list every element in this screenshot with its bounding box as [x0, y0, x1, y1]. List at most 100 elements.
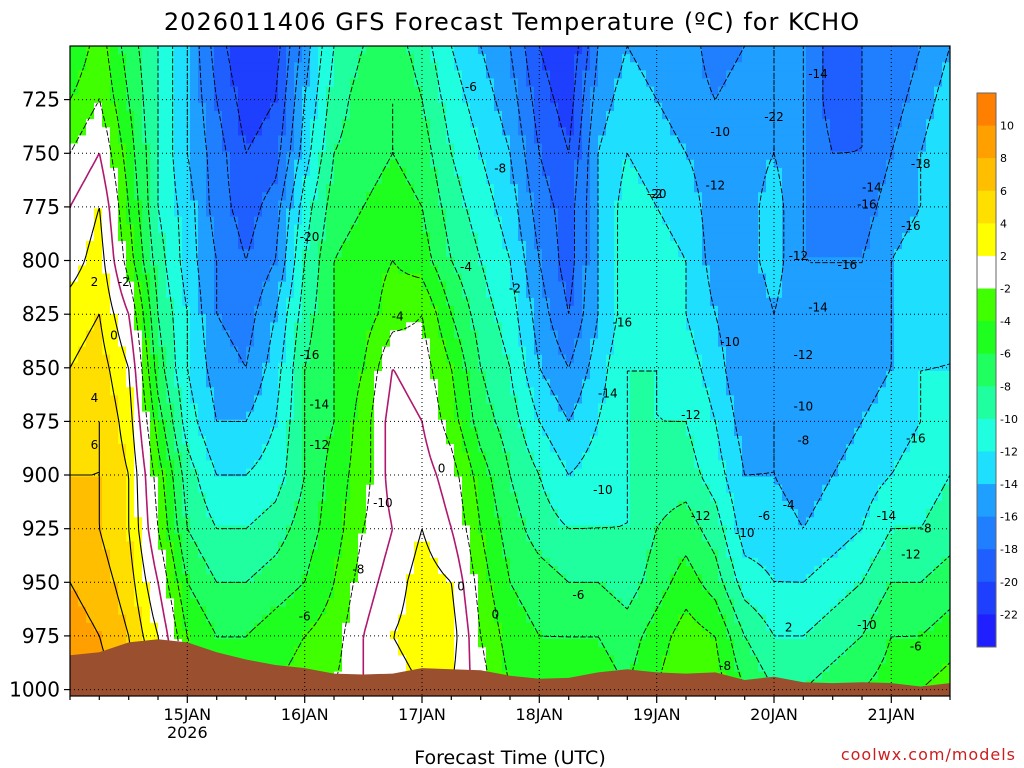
temperature-cell — [734, 273, 743, 283]
temperature-cell — [902, 241, 911, 250]
temperature-cell — [542, 135, 551, 145]
temperature-cell — [678, 273, 687, 283]
temperature-cell — [254, 216, 263, 226]
temperature-cell — [718, 46, 727, 55]
temperature-cell — [318, 184, 327, 193]
temperature-cell — [758, 54, 767, 63]
temperature-cell — [478, 232, 487, 242]
temperature-cell — [166, 362, 175, 372]
temperature-cell — [246, 362, 255, 372]
temperature-cell — [494, 281, 503, 291]
temperature-cell — [574, 62, 583, 71]
temperature-cell — [326, 111, 335, 120]
temperature-cell — [502, 306, 511, 315]
temperature-cell — [454, 403, 463, 413]
temperature-cell — [246, 151, 255, 161]
temperature-cell — [462, 314, 471, 323]
temperature-cell — [606, 297, 615, 307]
temperature-cell — [238, 184, 247, 193]
temperature-cell — [190, 78, 199, 88]
temperature-cell — [494, 176, 503, 185]
temperature-cell — [838, 70, 847, 80]
temperature-cell — [366, 249, 375, 258]
temperature-cell — [430, 184, 439, 193]
temperature-cell — [822, 371, 831, 380]
temperature-cell — [822, 184, 831, 193]
temperature-cell — [710, 54, 719, 63]
temperature-cell — [718, 265, 727, 275]
temperature-cell — [478, 54, 487, 63]
temperature-cell — [854, 265, 863, 275]
temperature-cell — [726, 127, 735, 136]
temperature-cell — [414, 265, 423, 275]
temperature-cell — [702, 346, 711, 356]
temperature-cell — [102, 338, 111, 348]
temperature-cell — [910, 371, 919, 380]
temperature-cell — [78, 192, 87, 201]
temperature-cell — [790, 338, 799, 348]
temperature-cell — [686, 151, 695, 161]
temperature-cell — [134, 411, 143, 421]
temperature-cell — [886, 395, 895, 405]
temperature-cell — [246, 46, 255, 55]
temperature-cell — [366, 387, 375, 396]
temperature-cell — [694, 216, 703, 226]
temperature-cell — [838, 297, 847, 307]
temperature-cell — [614, 135, 623, 145]
temperature-cell — [822, 78, 831, 88]
temperature-cell — [934, 338, 943, 348]
temperature-cell — [302, 371, 311, 380]
temperature-cell — [166, 78, 175, 88]
temperature-cell — [374, 159, 383, 169]
temperature-cell — [902, 330, 911, 340]
temperature-cell — [726, 265, 735, 275]
temperature-cell — [134, 184, 143, 193]
temperature-cell — [110, 46, 119, 55]
temperature-cell — [94, 46, 103, 55]
temperature-cell — [198, 281, 207, 291]
temperature-cell — [310, 62, 319, 71]
temperature-cell — [478, 135, 487, 145]
temperature-cell — [726, 249, 735, 258]
temperature-cell — [590, 46, 599, 55]
temperature-cell — [742, 314, 751, 323]
temperature-cell — [790, 371, 799, 380]
temperature-cell — [702, 151, 711, 161]
temperature-cell — [566, 102, 575, 112]
temperature-cell — [430, 297, 439, 307]
temperature-cell — [566, 330, 575, 340]
temperature-cell — [174, 151, 183, 161]
temperature-cell — [694, 208, 703, 218]
temperature-cell — [102, 78, 111, 88]
temperature-cell — [414, 387, 423, 396]
temperature-cell — [422, 111, 431, 120]
temperature-cell — [854, 184, 863, 193]
temperature-cell — [654, 111, 663, 120]
temperature-cell — [894, 111, 903, 120]
temperature-cell — [366, 314, 375, 323]
temperature-cell — [270, 135, 279, 145]
temperature-cell — [678, 78, 687, 88]
temperature-cell — [622, 176, 631, 185]
temperature-cell — [934, 167, 943, 177]
temperature-cell — [550, 273, 559, 283]
temperature-cell — [734, 200, 743, 210]
temperature-cell — [238, 200, 247, 210]
temperature-cell — [726, 232, 735, 242]
temperature-cell — [166, 102, 175, 112]
temperature-cell — [182, 192, 191, 201]
temperature-cell — [550, 362, 559, 372]
temperature-cell — [622, 46, 631, 55]
temperature-cell — [422, 135, 431, 145]
temperature-cell — [182, 54, 191, 63]
temperature-cell — [214, 176, 223, 185]
temperature-cell — [206, 281, 215, 291]
temperature-cell — [230, 346, 239, 356]
temperature-cell — [686, 338, 695, 348]
temperature-cell — [126, 62, 135, 71]
temperature-cell — [238, 241, 247, 250]
temperature-cell — [206, 102, 215, 112]
temperature-cell — [662, 78, 671, 88]
temperature-cell — [926, 314, 935, 323]
temperature-cell — [766, 167, 775, 177]
